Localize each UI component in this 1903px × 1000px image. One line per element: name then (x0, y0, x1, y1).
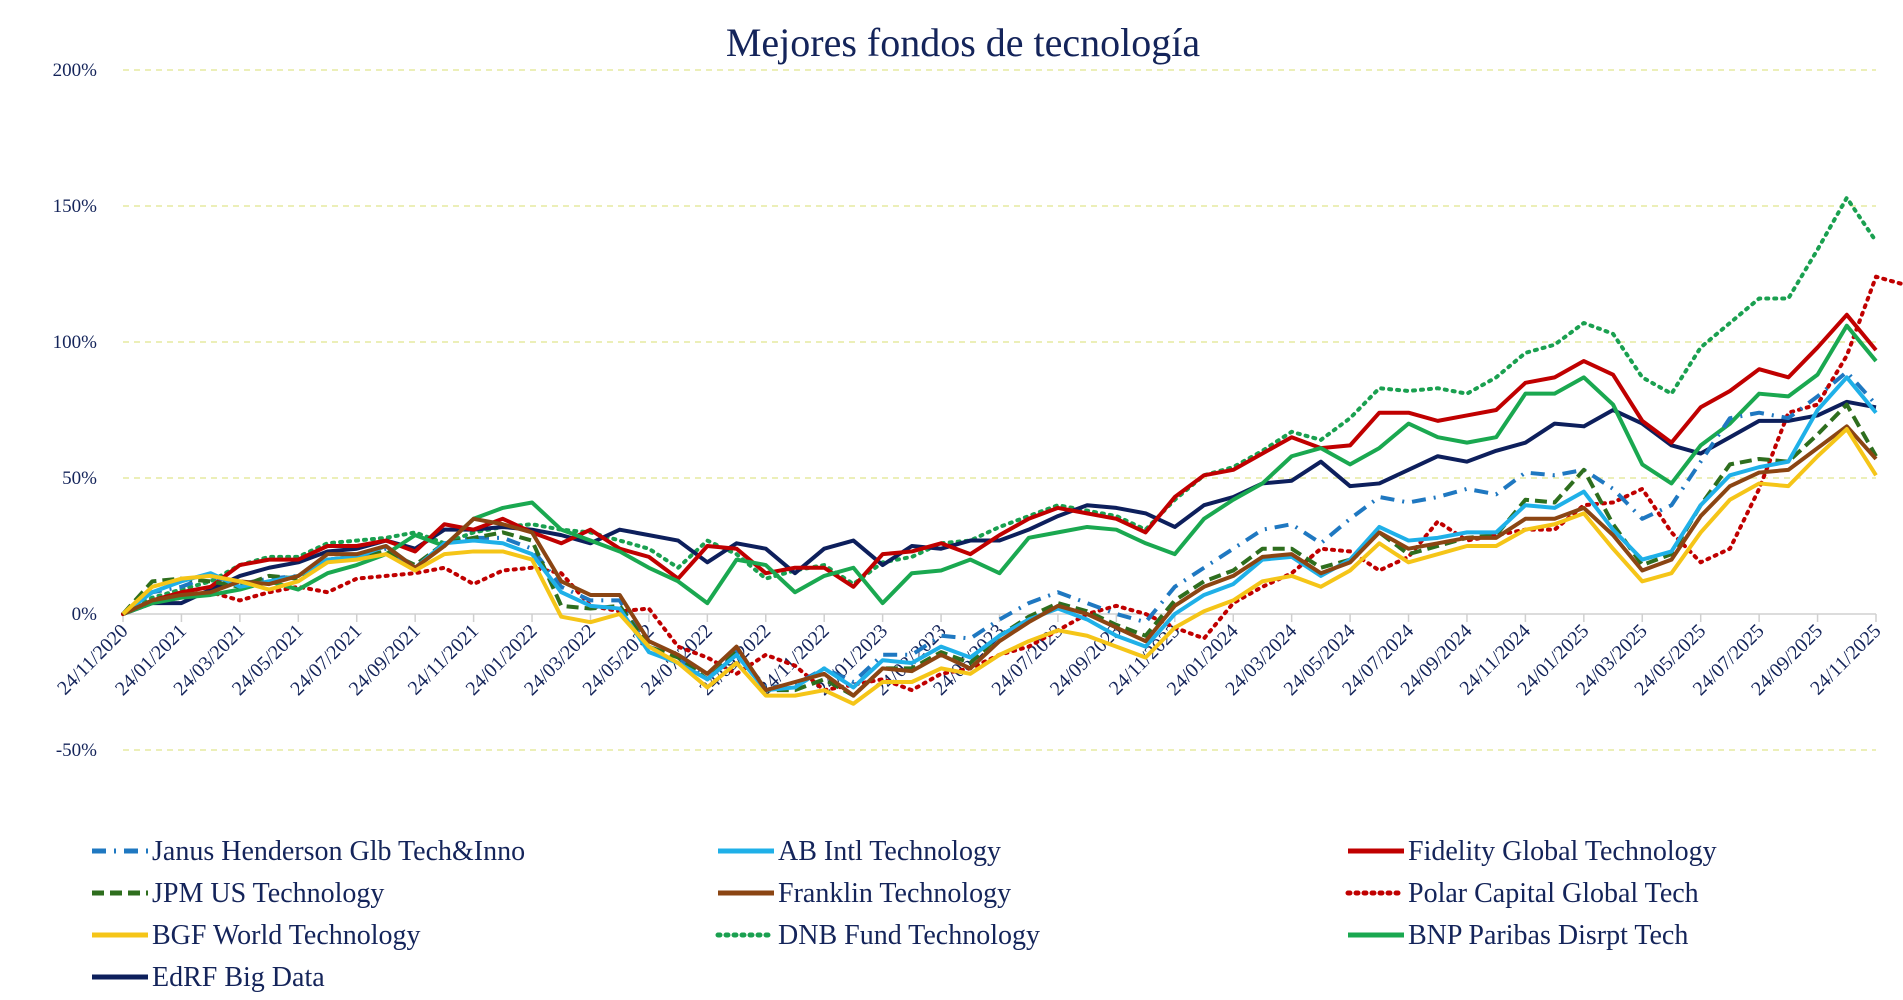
y-axis-ticks: -50% 0% 50% 100% 150% 200% (53, 60, 98, 761)
legend-label: AB Intl Technology (778, 836, 1001, 867)
legend-label: BNP Paribas Disrpt Tech (1408, 920, 1688, 951)
y-tick-label: 150% (53, 196, 98, 217)
legend-label: DNB Fund Technology (778, 920, 1040, 951)
legend-label: Fidelity Global Technology (1408, 836, 1717, 867)
series-line-franklin-technology (122, 424, 1878, 698)
legend: Janus Henderson Glb Tech&Inno AB Intl Tec… (92, 836, 1717, 993)
legend-label: Polar Capital Global Tech (1408, 878, 1699, 909)
series-line-bgf-world-technology (121, 427, 1878, 706)
series-line-bnp-paribas-disrpt-tech (122, 323, 1878, 616)
y-tick-label: 200% (53, 60, 98, 81)
legend-label: EdRF Big Data (152, 962, 325, 993)
chart-title: Mejores fondos de tecnología (726, 20, 1201, 65)
series-line-fidelity-global-technology (122, 312, 1878, 616)
y-tick-label: 0% (72, 604, 98, 625)
y-tick-label: -50% (56, 740, 97, 761)
legend-label: Franklin Technology (778, 878, 1011, 909)
series-lines (121, 195, 1903, 706)
legend-label: JPM US Technology (152, 878, 384, 909)
y-tick-label: 100% (53, 332, 98, 353)
legend-label: Janus Henderson Glb Tech&Inno (152, 836, 525, 867)
series-line-edrf-big-data (122, 399, 1877, 616)
series-line-dnb-fund-technology (121, 195, 1878, 616)
y-tick-label: 50% (62, 468, 97, 489)
legend-label: BGF World Technology (152, 920, 421, 951)
series-line-polar-capital-global-tech (121, 274, 1903, 693)
